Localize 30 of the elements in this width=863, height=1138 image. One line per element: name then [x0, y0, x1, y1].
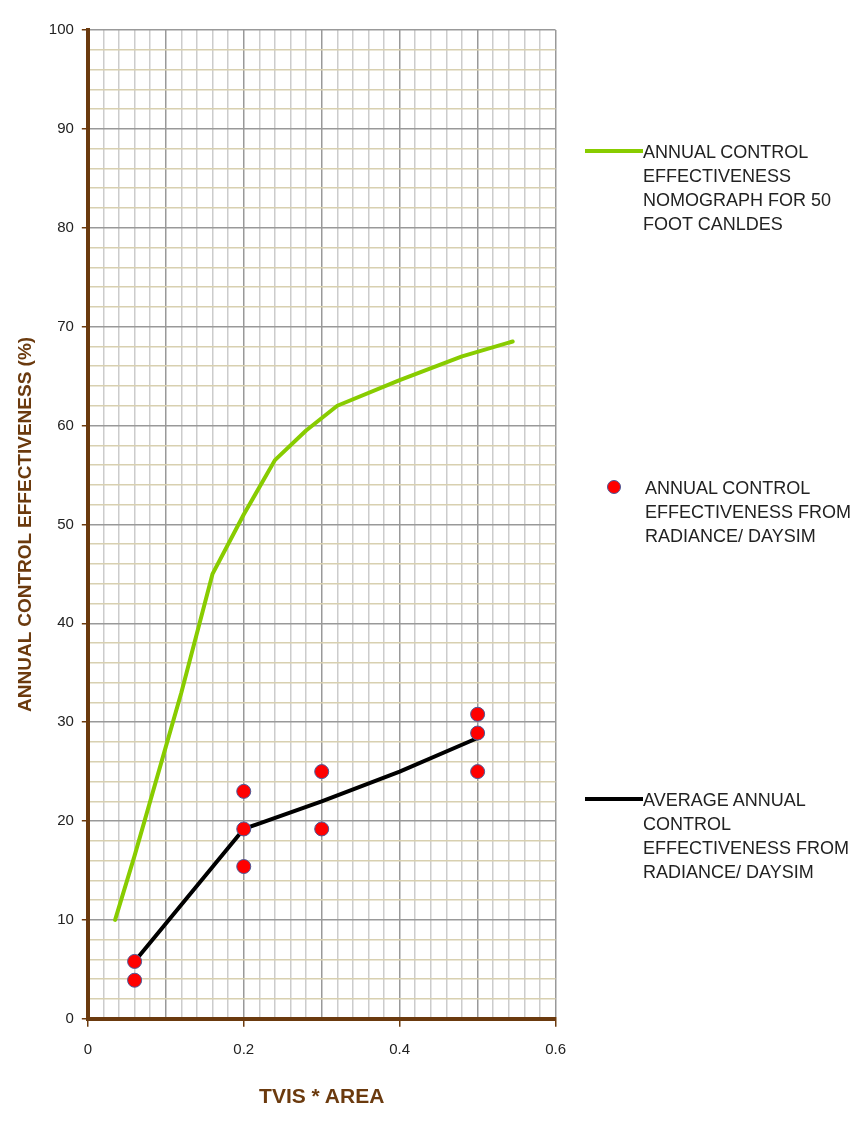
- y-tick-label: 0: [65, 1008, 74, 1026]
- x-tick-label: 0.2: [233, 1039, 255, 1057]
- y-tick-label: 30: [57, 712, 74, 730]
- x-tick-label: 0.4: [389, 1039, 411, 1057]
- y-tick-label: 60: [57, 415, 74, 433]
- y-axis-title: ANNUAL CONTROL EFFECTIVENESS (%): [13, 336, 35, 712]
- x-tick-label: 0.6: [545, 1039, 566, 1057]
- y-tick-label: 80: [57, 217, 74, 235]
- point: [236, 859, 252, 875]
- point: [470, 706, 486, 722]
- point: [236, 783, 252, 799]
- y-tick-label: 70: [57, 316, 74, 334]
- point: [314, 821, 330, 837]
- y-tick-label: 20: [57, 811, 74, 829]
- legend-label: ANNUAL CONTROL EFFECTIVENESS FROM RADIANCE/ DAYSIM: [645, 477, 852, 548]
- legend-label: ANNUAL CONTROL EFFECTIVENESS NOMOGRAPH FOR 50 FOOT CANLDES: [643, 141, 833, 236]
- x-tick-label: 0: [83, 1039, 92, 1057]
- point: [127, 972, 143, 988]
- point: [236, 821, 252, 837]
- point: [470, 725, 486, 741]
- y-tick-label: 10: [57, 910, 74, 928]
- y-tick-label: 90: [57, 119, 74, 137]
- x-axis-title: TVIS * AREA: [259, 1084, 385, 1108]
- y-tick-label: 100: [48, 20, 74, 38]
- legend-label: AVERAGE ANNUAL CONTROL EFFECTIVENESS FROM RADIANCE/ DAYSIM: [643, 789, 850, 884]
- y-tick-label: 50: [57, 514, 74, 532]
- point: [314, 764, 330, 780]
- point: [470, 764, 486, 780]
- point: [127, 953, 143, 969]
- y-tick-label: 40: [57, 613, 74, 631]
